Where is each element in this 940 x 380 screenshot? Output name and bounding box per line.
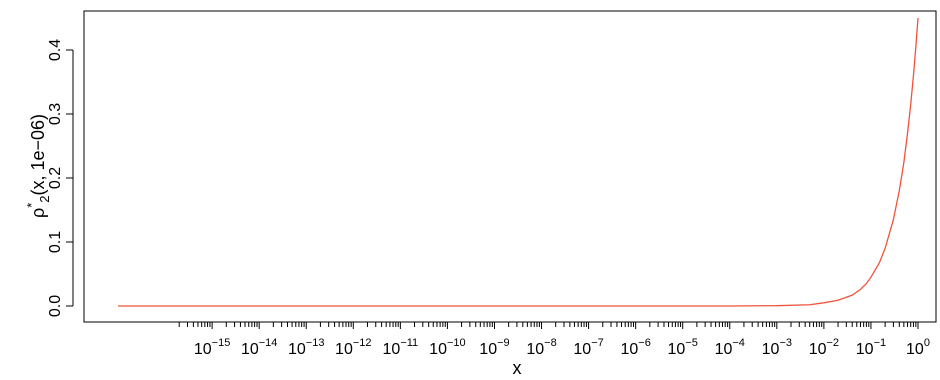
x-tick-label: 10−14	[241, 337, 277, 358]
plot-frame	[83, 10, 937, 323]
y-axis-title-subscript: 2	[37, 196, 52, 203]
x-tick-label: 10−12	[335, 337, 371, 358]
y-axis-title-args: (x, 1e−06)	[28, 114, 48, 196]
y-tick-label: 0.1	[47, 231, 64, 253]
x-tick-label: 10−3	[762, 337, 792, 358]
y-tick-label: 0.2	[47, 167, 64, 189]
y-axis-title-superscript: *	[24, 203, 39, 208]
x-tick-label: 10−6	[620, 337, 650, 358]
y-axis-title: ρ*2(x, 1e−06)	[24, 114, 52, 218]
series-line	[118, 17, 919, 307]
x-tick-label: 10−11	[383, 337, 419, 358]
x-tick-label: 10−9	[479, 337, 509, 358]
x-tick-label: 10−13	[288, 337, 324, 358]
y-tick-label: 0.4	[47, 39, 64, 61]
x-tick-label: 10−10	[429, 337, 465, 358]
x-axis: 10−15 10−14 10−13 10−12 10−11 10−10 10−9 10−8 10…	[178, 321, 930, 358]
x-tick-label: 10−7	[573, 337, 603, 358]
x-axis-title: x	[513, 358, 522, 378]
x-tick-label: 10−1	[856, 337, 886, 358]
y-axis: 0.0 0.1 0.2 0.3 0.4	[47, 39, 74, 317]
y-tick-label: 0.0	[47, 295, 64, 317]
x-tick-label: 10−5	[668, 337, 698, 358]
x-tick-label: 10−2	[809, 337, 839, 358]
x-tick-label: 10−15	[194, 337, 230, 358]
x-tick-label: 10−8	[526, 337, 556, 358]
y-tick-label: 0.3	[47, 103, 64, 125]
series-layer	[118, 17, 919, 307]
x-tick-label: 10−4	[715, 337, 745, 358]
y-axis-title-base: ρ	[28, 208, 48, 218]
x-tick-label: 100	[906, 337, 930, 358]
